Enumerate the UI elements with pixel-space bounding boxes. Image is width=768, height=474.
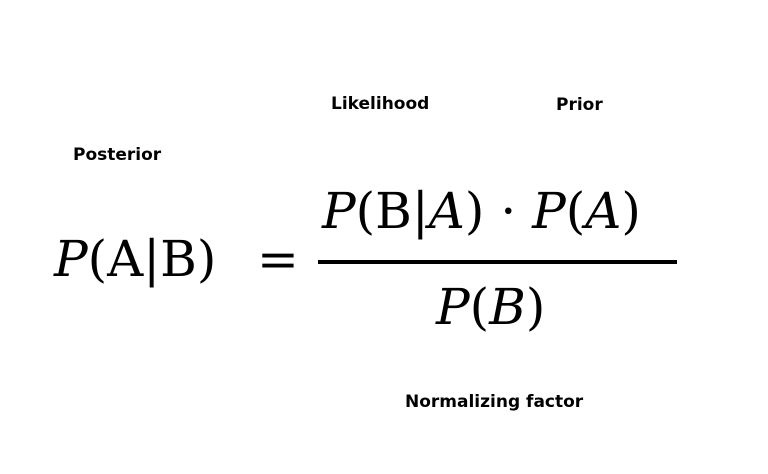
posterior-expression: P(A|B)	[54, 234, 216, 284]
lhs-bar: |	[143, 230, 161, 288]
num-a: A	[428, 182, 465, 240]
num-p2: P	[532, 182, 566, 240]
lhs-a: A	[107, 230, 144, 288]
num-close2: )	[621, 182, 641, 240]
denominator-expression: P(B)	[436, 282, 545, 332]
lhs-close-paren: )	[196, 230, 217, 288]
num-p1: P	[322, 182, 356, 240]
prior-label: Prior	[556, 95, 603, 115]
lhs-p: P	[54, 230, 88, 288]
lhs-open-paren: (	[87, 230, 108, 288]
numerator-expression: P(B|A) · P(A)	[322, 186, 641, 236]
num-bar: |	[411, 182, 429, 240]
num-dot: ·	[500, 182, 517, 240]
num-b: B	[375, 182, 412, 240]
den-b: B	[489, 278, 526, 336]
likelihood-label: Likelihood	[331, 94, 430, 114]
posterior-label: Posterior	[73, 145, 162, 165]
num-open1: (	[355, 182, 376, 240]
den-open: (	[469, 278, 490, 336]
den-p: P	[436, 278, 470, 336]
normalizing-factor-label: Normalizing factor	[405, 392, 584, 412]
den-close: )	[525, 278, 546, 336]
num-open2: (	[565, 182, 586, 240]
lhs-b: B	[160, 230, 197, 288]
num-a2: A	[585, 182, 622, 240]
num-close1: )	[464, 182, 485, 240]
equals-sign: =	[257, 230, 299, 288]
fraction-bar	[318, 260, 677, 264]
